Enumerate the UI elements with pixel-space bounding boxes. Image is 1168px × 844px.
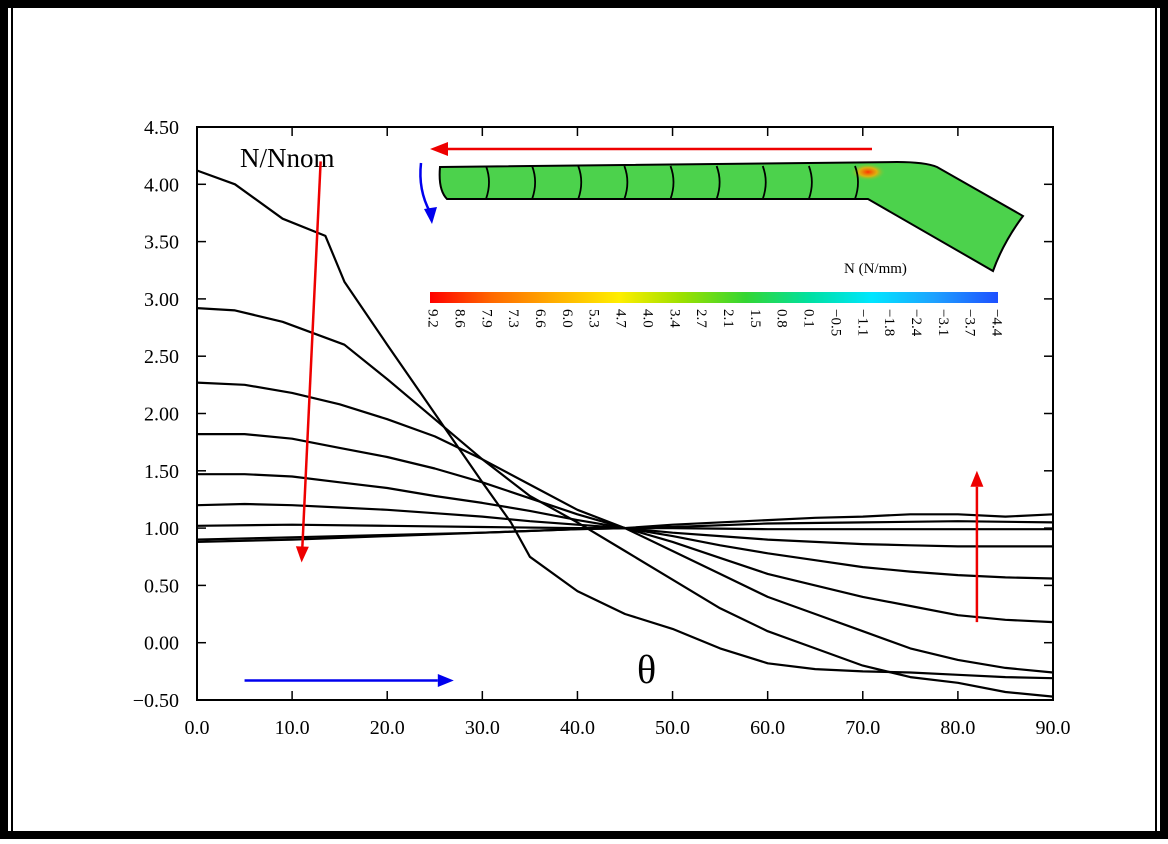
colorbar-label: 4.7 [613, 309, 629, 328]
colorbar-labels: 9.2 8.6 7.9 7.3 6.6 6.0 5.3 4.7 4.0 3.4 2.7 2.1 1.5 0… [425, 309, 1005, 337]
y-tick-label: 4.00 [144, 174, 179, 196]
colorbar-label: −2.4 [908, 309, 924, 337]
colorbar-label: 4.0 [639, 309, 655, 328]
x-tick-label: 80.0 [940, 717, 975, 739]
colorbar-label: 2.1 [720, 309, 736, 328]
y-tick-label: 0.50 [144, 575, 179, 597]
colorbar-label: 2.7 [693, 309, 709, 328]
x-tick-label: 0.0 [185, 717, 210, 739]
y-tick-label: 1.50 [144, 461, 179, 483]
x-axis-label: θ [637, 647, 656, 692]
shell-ring [854, 165, 859, 200]
x-tick-labels: 0.0 10.0 20.0 30.0 40.0 50.0 60.0 70.0 80.0 90.0 [185, 717, 1071, 739]
inset-red-arrowhead [430, 142, 448, 156]
x-tick-label: 30.0 [465, 717, 500, 739]
y-axis-label: N/Nnom [240, 143, 335, 173]
y-tick-labels: −0.50 0.00 0.50 1.00 1.50 2.00 2.50 3.00 3.50 4.0… [133, 117, 179, 712]
series-line-2 [196, 307, 1054, 698]
x-tick-label: 40.0 [560, 717, 595, 739]
colorbar-label: 8.6 [451, 309, 467, 328]
x-tick-label: 70.0 [845, 717, 880, 739]
y-tick-label: 3.50 [144, 232, 179, 254]
inset-blue-arrowhead [424, 207, 437, 224]
colorbar-label: 0.1 [801, 309, 817, 328]
blue-right-arrow-head [437, 674, 454, 688]
shell-contour-inset: N (N/mm) 9.2 8.6 7.9 7.3 6.6 6.0 5.3 4.7 4.0 3.4 2… [419, 142, 1025, 337]
colorbar-label: −3.7 [962, 309, 978, 337]
red-down-arrow-head [295, 546, 309, 563]
y-tick-label: 1.00 [144, 518, 179, 540]
colorbar-label: 1.5 [747, 309, 763, 328]
shell-ring [669, 165, 675, 200]
colorbar-label: 9.2 [425, 309, 441, 328]
colorbar-label: −1.1 [854, 309, 870, 336]
red-up-arrow-head [970, 470, 984, 487]
colorbar-label: −4.4 [989, 309, 1005, 337]
x-tick-label: 50.0 [655, 717, 690, 739]
colorbar-title: N (N/mm) [844, 261, 907, 277]
colorbar-label: 0.8 [774, 309, 790, 328]
colorbar-label: 7.3 [505, 309, 521, 328]
colorbar-label: 5.3 [586, 309, 602, 328]
x-tick-label: 20.0 [370, 717, 405, 739]
shell-ring [715, 165, 721, 200]
shell-ring [761, 165, 767, 200]
shell-ring [577, 165, 583, 200]
series-line-8 [196, 520, 1054, 541]
colorbar-label: −1.8 [881, 309, 897, 336]
shell-rings [485, 165, 859, 200]
shell-ring [485, 165, 490, 200]
y-tick-label: 2.50 [144, 346, 179, 368]
colorbar-label: 3.4 [666, 309, 682, 328]
series-group [196, 169, 1054, 698]
y-tick-label: −0.50 [133, 690, 179, 712]
x-tick-label: 10.0 [275, 717, 310, 739]
shell-ring [623, 165, 629, 200]
colorbar-label: −0.5 [827, 309, 843, 336]
shell-surface [438, 160, 1025, 273]
shell-hotspot [850, 163, 886, 181]
x-tick-label: 90.0 [1036, 717, 1071, 739]
colorbar [430, 292, 998, 303]
series-line-1 [196, 169, 1054, 680]
colorbar-label: −3.1 [935, 309, 951, 336]
shell-ring [808, 165, 813, 200]
x-tick-label: 60.0 [750, 717, 785, 739]
colorbar-label: 6.6 [532, 309, 548, 328]
y-tick-label: 2.00 [144, 404, 179, 426]
series-line-5 [197, 473, 1054, 580]
colorbar-label: 6.0 [559, 309, 575, 328]
y-tick-label: 3.00 [144, 289, 179, 311]
shell-ring [531, 165, 537, 200]
colorbar-label: 7.9 [478, 309, 494, 328]
axis-ticks [196, 126, 1054, 701]
inset-blue-curved-arrow [419, 162, 432, 213]
red-down-arrow [301, 161, 322, 547]
y-tick-label: 4.50 [144, 117, 179, 139]
series-line-9 [196, 513, 1054, 543]
y-tick-label: 0.00 [144, 633, 179, 655]
annotation-arrows [244, 161, 984, 688]
